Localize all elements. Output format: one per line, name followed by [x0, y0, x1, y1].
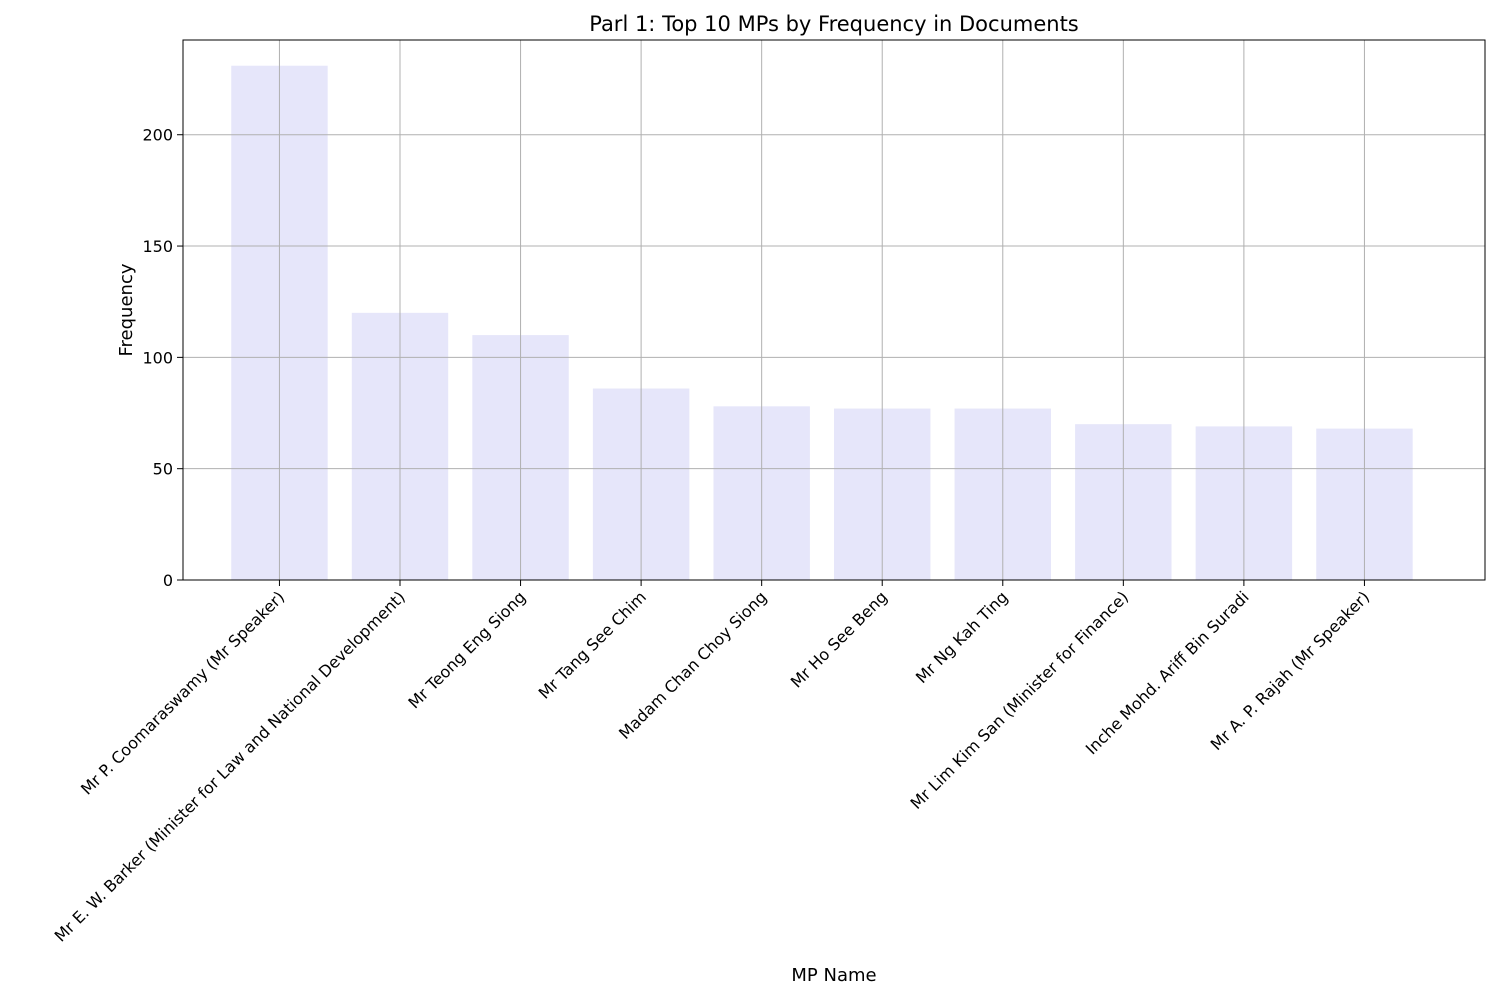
y-tick-label: 0 [163, 571, 173, 590]
y-tick-label: 50 [153, 460, 173, 479]
chart-title: Parl 1: Top 10 MPs by Frequency in Docum… [589, 12, 1079, 36]
y-axis-label: Frequency [116, 263, 137, 356]
y-tick-label: 150 [142, 237, 173, 256]
plot-frame [182, 39, 1486, 581]
y-tick-label: 100 [142, 348, 173, 367]
x-tick-label: Mr Tang See Chim [535, 587, 650, 702]
x-axis-ticks: Mr P. Coomaraswamy (Mr Speaker)Mr E. W. … [51, 580, 1373, 946]
x-tick-label: Mr Teong Eng Siong [404, 587, 529, 712]
x-tick-label: Mr Lim Kim San (Minister for Finance) [907, 587, 1133, 813]
x-tick-label: Mr Ho See Beng [787, 587, 891, 691]
y-axis-ticks: 0 50 100 150 200 [142, 126, 183, 590]
y-tick-label: 200 [142, 126, 173, 145]
x-tick-label: Mr P. Coomaraswamy (Mr Speaker) [77, 587, 288, 798]
x-axis-label: MP Name [791, 965, 876, 986]
x-tick-label: Mr Ng Kah Ting [912, 587, 1012, 687]
bars [231, 65, 1413, 580]
